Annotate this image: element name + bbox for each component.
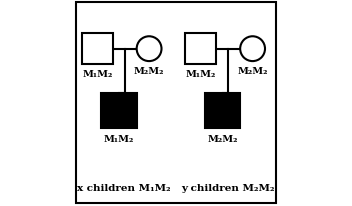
- FancyBboxPatch shape: [76, 3, 276, 203]
- Text: y children M₂M₂: y children M₂M₂: [181, 183, 275, 192]
- Text: M₂M₂: M₂M₂: [207, 134, 238, 143]
- Circle shape: [137, 37, 162, 62]
- Text: x children M₁M₂: x children M₁M₂: [77, 183, 171, 192]
- Text: M₂M₂: M₂M₂: [134, 67, 164, 76]
- Bar: [185, 34, 216, 65]
- Bar: [205, 94, 240, 129]
- Bar: [82, 34, 113, 65]
- Circle shape: [240, 37, 265, 62]
- Text: M₂M₂: M₂M₂: [237, 67, 268, 76]
- Text: M₁M₂: M₁M₂: [104, 134, 134, 143]
- Bar: [101, 94, 137, 129]
- Text: M₁M₂: M₁M₂: [186, 70, 216, 79]
- Text: M₁M₂: M₁M₂: [82, 70, 113, 79]
